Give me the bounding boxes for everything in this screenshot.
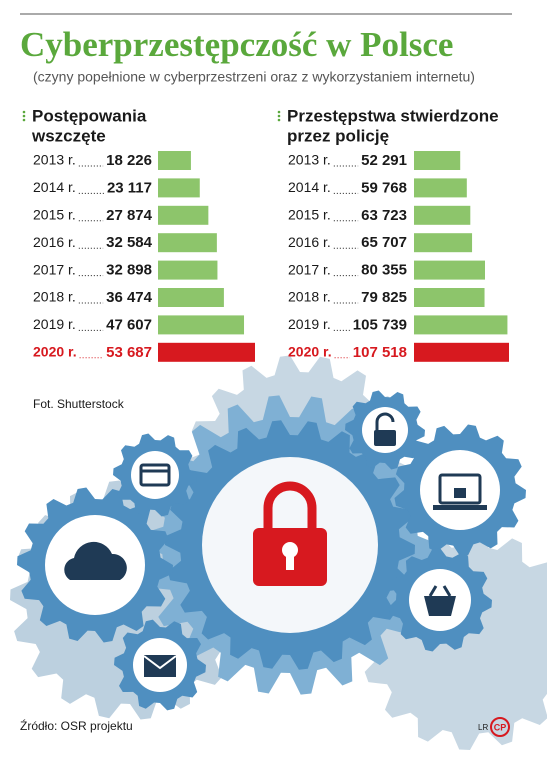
year-label: 2019 r. <box>288 316 331 332</box>
bar <box>158 342 255 362</box>
logo-ring <box>490 717 510 737</box>
year-label: 2013 r. <box>33 152 76 168</box>
heading-bullet <box>277 110 281 114</box>
icon <box>286 552 294 570</box>
year-label: 2013 r. <box>288 152 331 168</box>
value-label: 32 584 <box>106 234 153 251</box>
value-label: 105 739 <box>353 316 407 333</box>
value-label: 23 117 <box>107 179 152 196</box>
year-label: 2020 r. <box>33 344 77 360</box>
icon <box>424 596 456 616</box>
icon <box>433 505 487 510</box>
value-label: 53 687 <box>106 344 152 361</box>
bar <box>414 205 471 225</box>
value-label: 32 898 <box>106 262 152 279</box>
bar <box>158 233 217 253</box>
bar <box>414 288 485 307</box>
value-label: 27 874 <box>106 207 153 224</box>
year-label: 2020 r. <box>288 344 332 360</box>
icon <box>428 585 452 597</box>
bar <box>414 342 509 362</box>
value-label: 59 768 <box>361 179 407 196</box>
year-label: 2015 r. <box>288 207 331 223</box>
author: LR <box>478 723 488 732</box>
icon <box>139 463 171 487</box>
photo-credit: Fot. Shutterstock <box>33 397 125 411</box>
chart-heading: przez policję <box>287 126 389 145</box>
icon <box>263 481 317 530</box>
bar <box>158 288 224 307</box>
heading-bullet <box>22 110 26 114</box>
year-label: 2014 r. <box>33 179 76 195</box>
value-label: 47 607 <box>106 316 152 333</box>
logo: CP <box>494 722 507 732</box>
year-label: 2015 r. <box>33 207 76 223</box>
title: Cyberprzestępczość w Polsce <box>20 25 453 64</box>
value-label: 52 291 <box>361 152 407 169</box>
illustration <box>10 355 547 750</box>
year-label: 2017 r. <box>33 261 76 277</box>
bar <box>414 151 461 170</box>
year-label: 2014 r. <box>288 179 331 195</box>
icon <box>144 655 176 677</box>
bar <box>158 315 245 335</box>
icon <box>64 541 127 580</box>
heading-bullet <box>22 118 26 122</box>
value-label: 79 825 <box>361 289 407 306</box>
value-label: 107 518 <box>353 344 407 361</box>
gear-hub <box>131 451 179 499</box>
bar <box>414 315 508 335</box>
icon <box>438 473 482 505</box>
bar <box>158 205 209 225</box>
subtitle: (czyny popełnione w cyberprzestrzeni ora… <box>33 69 475 85</box>
value-label: 18 226 <box>106 152 152 169</box>
icon <box>143 655 177 670</box>
bar <box>414 260 485 280</box>
bar <box>158 260 218 280</box>
chart-heading: Przestępstwa stwierdzone <box>287 106 499 125</box>
year-label: 2018 r. <box>33 289 76 305</box>
value-label: 65 707 <box>361 234 407 251</box>
bar <box>414 233 473 253</box>
bar <box>158 178 200 198</box>
value-label: 63 723 <box>361 207 407 224</box>
icon <box>375 412 395 430</box>
bar <box>414 178 467 198</box>
year-label: 2017 r. <box>288 261 331 277</box>
value-label: 36 474 <box>106 289 153 306</box>
heading-bullet <box>22 114 26 118</box>
heading-bullet <box>277 118 281 122</box>
source: Źródło: OSR projektu <box>20 718 133 733</box>
chart-heading: Postępowania <box>32 106 147 125</box>
bar <box>158 151 191 170</box>
value-label: 80 355 <box>361 262 407 279</box>
year-label: 2016 r. <box>33 234 76 250</box>
year-label: 2019 r. <box>33 316 76 332</box>
heading-bullet <box>277 114 281 118</box>
year-label: 2016 r. <box>288 234 331 250</box>
year-label: 2018 r. <box>288 289 331 305</box>
chart-heading: wszczęte <box>31 126 106 145</box>
icon <box>374 430 396 446</box>
icon <box>454 488 466 498</box>
